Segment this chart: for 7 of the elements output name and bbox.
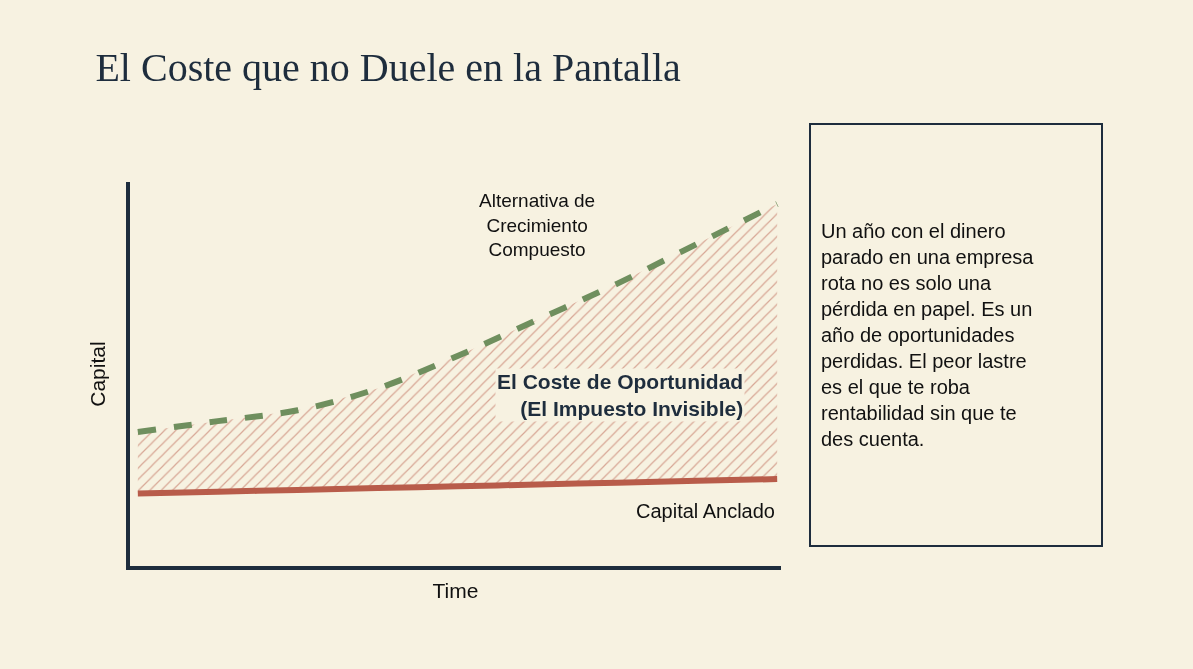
text: Un año con el dinero parado en una empresa rota no es solo una pérdida en papel. Es un año de oportunidades perdidas. El peor lastre es el que te roba rentabilidad sin que te des cuenta. — [821, 220, 1034, 450]
chart-title: El Coste que no Duele en la Pantalla — [95, 44, 682, 90]
y-axis-title: Capital — [86, 341, 110, 407]
series-label: Capital Anclado — [636, 500, 775, 522]
x-axis-title: Time — [432, 578, 479, 602]
annotation: El Coste de Oportunidad (El Impuesto Invisible) — [497, 370, 744, 421]
series-label: Alternativa de Crecimiento Compuesto — [479, 190, 596, 261]
